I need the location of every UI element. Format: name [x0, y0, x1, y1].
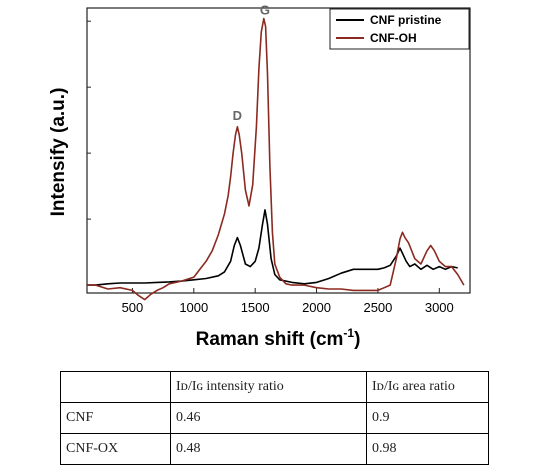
table-cell: 0.48: [170, 433, 367, 465]
table-cell: 0.98: [366, 433, 489, 465]
table-cell: CNF: [60, 402, 171, 434]
table-cell: 0.46: [170, 402, 367, 434]
peak-label-g: G: [260, 3, 270, 18]
legend-label: CNF-OH: [370, 31, 417, 45]
ratio-table: Iᴅ/Iɢ intensity ratio Iᴅ/Iɢ area ratio C…: [60, 371, 489, 465]
annotation-layer: DG: [233, 3, 270, 124]
series-layer: [87, 17, 465, 301]
x-tick-label: 3000: [425, 300, 454, 315]
legend-label: CNF pristine: [370, 13, 442, 27]
raman-chart: 500 1000 1500 2000 2500 3000 DG CNF pristineC…: [48, 3, 471, 350]
table-header-row: Iᴅ/Iɢ intensity ratio Iᴅ/Iɢ area ratio: [60, 371, 489, 403]
x-axis: 500 1000 1500 2000 2500 3000: [87, 20, 454, 315]
table-row: CNF-OX 0.48 0.98: [60, 433, 489, 465]
x-tick-label: 1000: [179, 300, 208, 315]
x-tick-label: 500: [122, 300, 144, 315]
peak-label-d: D: [233, 108, 242, 123]
x-axis-title: Raman shift (cm-1): [196, 326, 361, 350]
x-axis-title-main: Raman shift (cm: [196, 329, 344, 350]
x-tick-label: 2000: [302, 300, 331, 315]
table-row: CNF 0.46 0.9: [60, 402, 489, 434]
table-header-cell: Iᴅ/Iɢ area ratio: [366, 371, 489, 403]
table-cell: 0.9: [366, 402, 489, 434]
series-line-cnf-oh: [87, 17, 465, 301]
legend: CNF pristine CNF-OH: [329, 8, 470, 50]
table-header-cell: [60, 371, 171, 403]
x-axis-title-tail: ): [354, 329, 360, 350]
x-tick-label: 1500: [241, 300, 270, 315]
x-axis-title-exponent: -1: [343, 326, 354, 340]
plot-area: [86, 7, 471, 294]
x-tick-label: 2500: [363, 300, 392, 315]
table-header-cell: Iᴅ/Iɢ intensity ratio: [170, 371, 367, 403]
legend-box: [329, 8, 470, 50]
table-cell: CNF-OX: [60, 433, 171, 465]
y-axis-title: Intensify (a.u.): [48, 88, 69, 217]
